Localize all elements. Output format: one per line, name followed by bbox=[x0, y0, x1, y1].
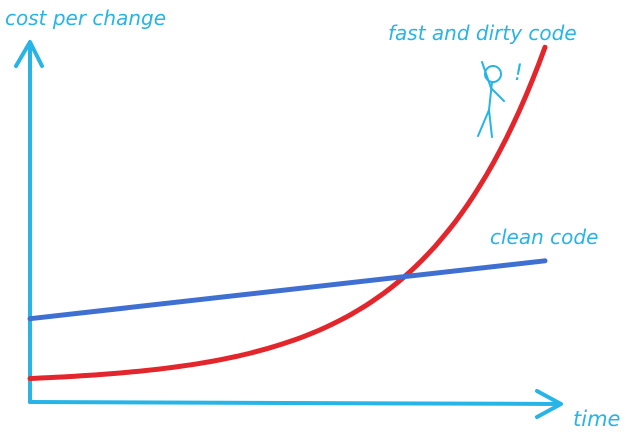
series-line-clean-code bbox=[27, 258, 548, 322]
stick-figure-arm-left bbox=[481, 61, 492, 89]
y-axis-arrowhead bbox=[14, 40, 44, 68]
stick-figure-icon bbox=[477, 61, 505, 138]
series-line-fast-and-dirty-code bbox=[27, 44, 548, 381]
series-label-fast-and-dirty-code: fast and dirty code bbox=[388, 21, 577, 45]
stick-figure-leg-left bbox=[477, 109, 490, 137]
x-axis bbox=[28, 400, 562, 406]
y-axis-label: cost per change bbox=[5, 6, 166, 30]
exclamation-annotation: ! bbox=[514, 61, 523, 86]
stick-figure-leg-right bbox=[488, 109, 493, 138]
x-axis-arrowhead bbox=[535, 389, 563, 419]
series-label-clean-code: clean code bbox=[490, 225, 598, 249]
series-layer bbox=[27, 44, 548, 381]
stick-figure-arm-right bbox=[490, 87, 505, 102]
x-axis-label: time bbox=[573, 407, 620, 431]
axes bbox=[14, 40, 563, 419]
